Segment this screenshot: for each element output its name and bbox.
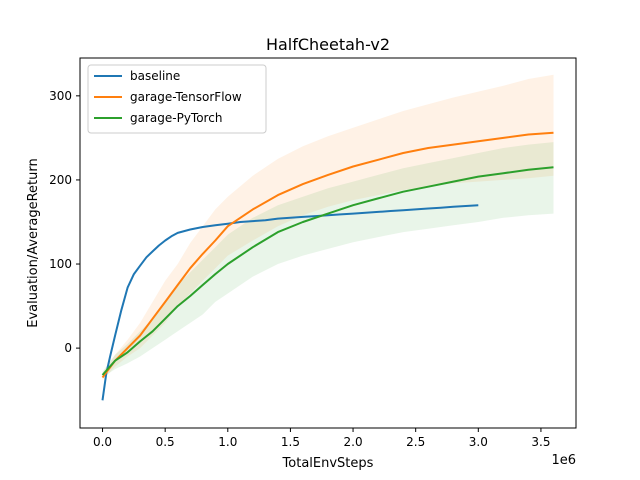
- legend: baseline garage-TensorFlow garage-PyTorch: [87, 64, 267, 134]
- x-tick-label: 1.0: [218, 435, 237, 449]
- x-tick-label: 3.0: [469, 435, 488, 449]
- legend-label-2: garage-TensorFlow: [130, 90, 242, 104]
- x-tick-label: 2.5: [406, 435, 425, 449]
- series-line-2: [101, 131, 554, 379]
- x-tick-label: 1.5: [281, 435, 300, 449]
- y-tick-label: 0: [64, 341, 72, 355]
- x-axis-label: TotalEnvSteps: [282, 456, 374, 471]
- legend-label-3: garage-PyTorch: [130, 111, 222, 125]
- band-3: [102, 142, 554, 378]
- x-axis-offset-label: 1e6: [551, 453, 576, 468]
- series-lines: [101, 131, 554, 401]
- confidence-bands: [102, 74, 554, 381]
- x-tick-label: 0.0: [93, 435, 112, 449]
- legend-label-1: baseline: [130, 69, 180, 83]
- band-2: [102, 74, 554, 381]
- x-tick-label: 2.0: [344, 435, 363, 449]
- x-tick-label: 3.5: [531, 435, 550, 449]
- y-axis-label: Evaluation/AverageReturn: [26, 158, 41, 328]
- x-axis-ticks: 0.0 0.5 1.0 1.5 2.0 2.5 3.0 3.5: [93, 428, 550, 449]
- y-tick-label: 300: [49, 89, 72, 103]
- series-line-1: [101, 204, 479, 401]
- legend-box: [87, 64, 267, 134]
- x-tick-label: 0.5: [156, 435, 175, 449]
- plot-frame: [79, 57, 577, 429]
- y-axis-ticks: 0 100 200 300: [49, 89, 80, 355]
- series-line-3: [101, 166, 554, 376]
- y-tick-label: 100: [49, 257, 72, 271]
- y-tick-label: 200: [49, 173, 72, 187]
- chart-title: HalfCheetah-v2: [266, 35, 390, 54]
